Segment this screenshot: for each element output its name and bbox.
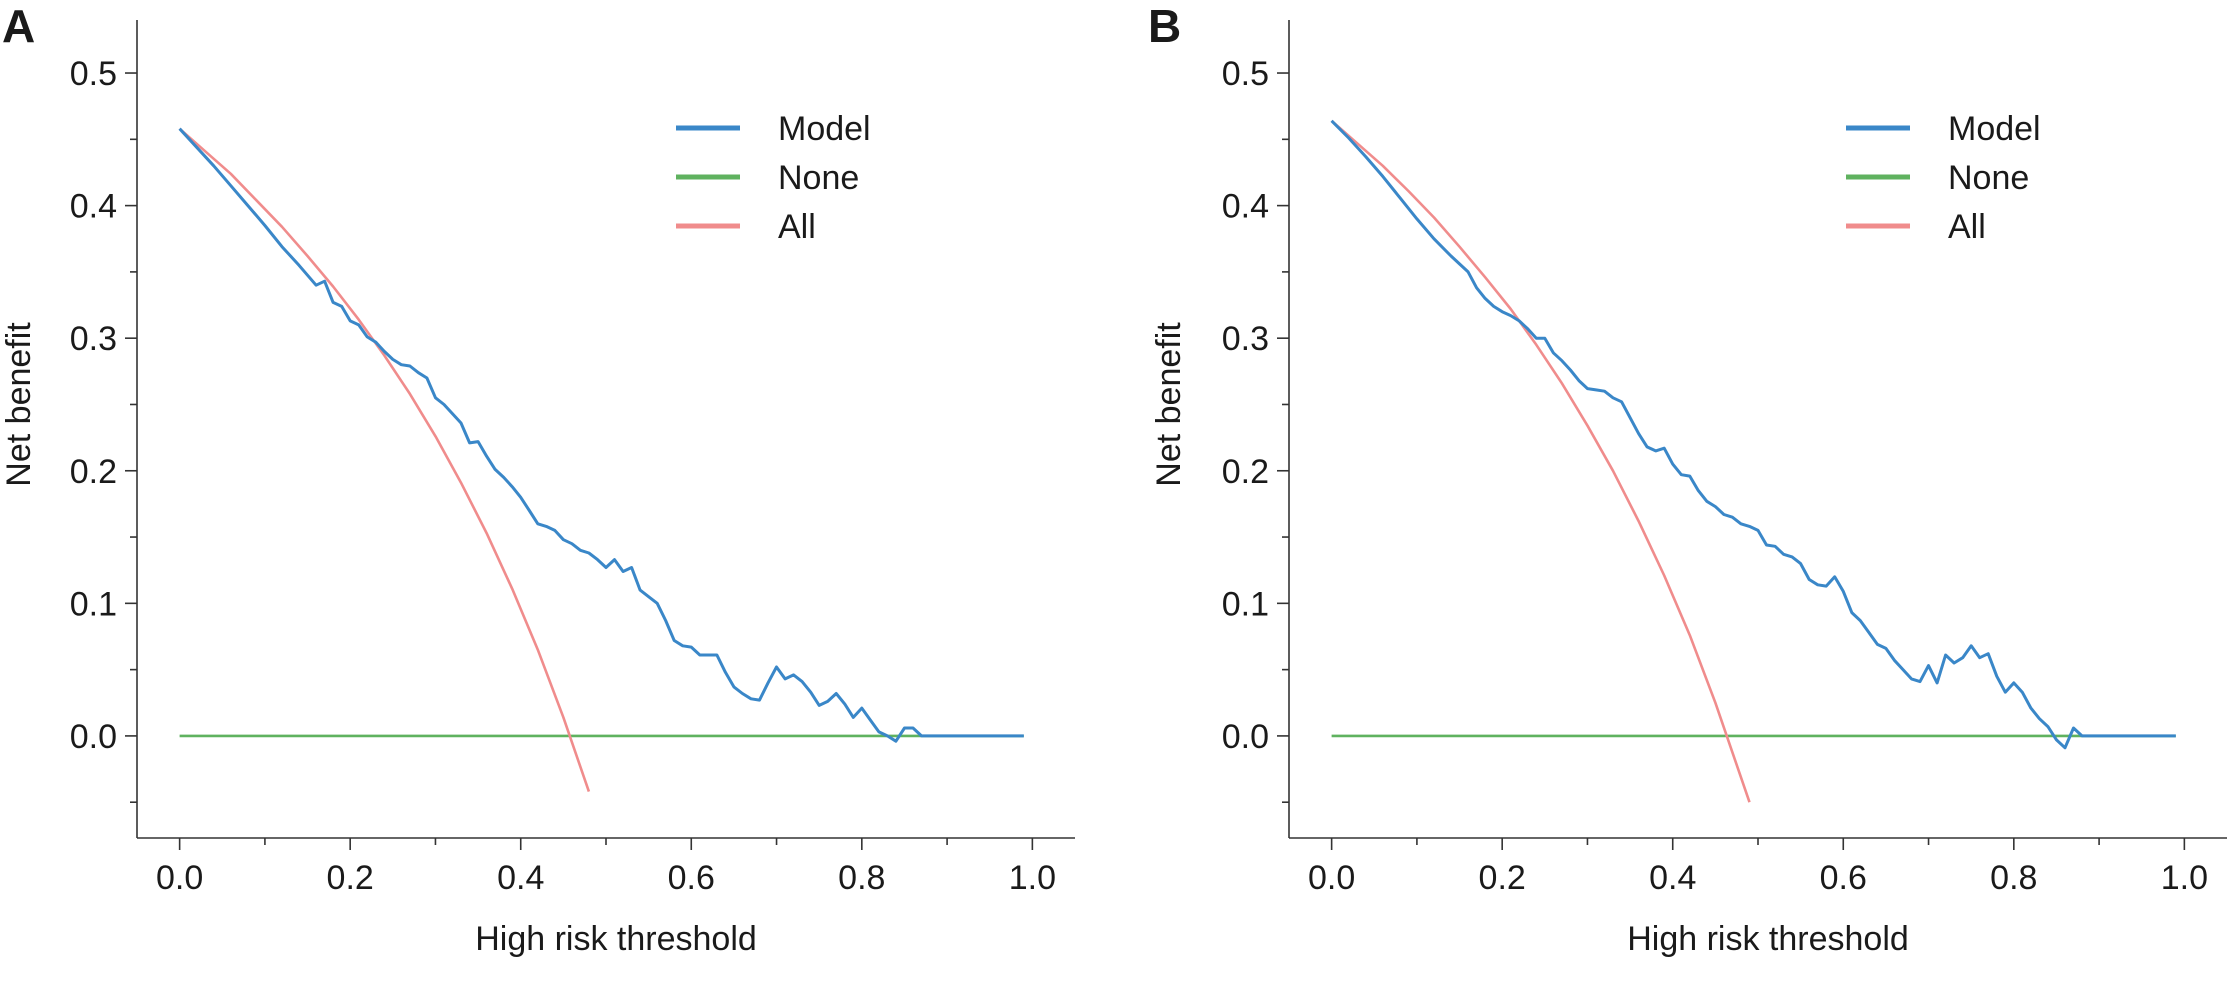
- x-tick-label: 0.8: [838, 859, 885, 897]
- series-line-all: [178, 127, 591, 793]
- y-tick-label: 0.5: [1222, 55, 1269, 93]
- y-tick-label: 0.3: [70, 320, 117, 358]
- legend-label-all: All: [778, 208, 816, 246]
- series-line-all: [1330, 119, 1751, 803]
- x-tick-label: 0.0: [1308, 859, 1355, 897]
- panel-letter: B: [1148, 0, 1181, 52]
- y-tick-label: 0.3: [1222, 320, 1269, 358]
- y-tick-label: 0.1: [70, 585, 117, 623]
- x-tick-label: 0.8: [1990, 859, 2037, 897]
- x-tick-label: 0.6: [1820, 859, 1867, 897]
- y-tick-label: 0.0: [1222, 718, 1269, 756]
- panel-letter: A: [2, 0, 35, 52]
- series-line-model: [178, 127, 1024, 743]
- legend-label-all: All: [1948, 208, 1986, 246]
- y-tick-label: 0.0: [70, 718, 117, 756]
- x-tick-label: 0.6: [668, 859, 715, 897]
- y-tick-label: 0.1: [1222, 585, 1269, 623]
- x-tick-label: 1.0: [1009, 859, 1056, 897]
- legend-label-model: Model: [1948, 110, 2041, 148]
- x-tick-label: 0.2: [1479, 859, 1526, 897]
- panel-a: A 0.0 0.1 0.2 0.3 0.4 0.5 0.0 0.2 0.4 0.6 0.8 1.0 Hig…: [0, 0, 1075, 958]
- legend-label-model: Model: [778, 110, 871, 148]
- x-tick-label: 0.2: [327, 859, 374, 897]
- y-tick-label: 0.5: [70, 55, 117, 93]
- y-axis-label: Net benefit: [0, 322, 38, 487]
- y-tick-label: 0.4: [70, 188, 117, 226]
- x-tick-label: 0.4: [1649, 859, 1696, 897]
- y-axis-label: Net benefit: [1150, 322, 1188, 487]
- y-tick-label: 0.2: [70, 453, 117, 491]
- legend-label-none: None: [778, 159, 859, 197]
- x-tick-label: 1.0: [2161, 859, 2208, 897]
- x-tick-label: 0.4: [497, 859, 544, 897]
- x-axis-label: High risk threshold: [1627, 920, 1909, 958]
- series-line-model: [1330, 119, 2176, 750]
- y-tick-label: 0.2: [1222, 453, 1269, 491]
- x-axis-label: High risk threshold: [475, 920, 757, 958]
- x-tick-label: 0.0: [156, 859, 203, 897]
- legend-label-none: None: [1948, 159, 2029, 197]
- y-tick-label: 0.4: [1222, 188, 1269, 226]
- panel-b: B 0.0 0.1 0.2 0.3 0.4 0.5 0.0 0.2 0.4 0.6 0.8 1.0 Hig…: [1148, 0, 2227, 958]
